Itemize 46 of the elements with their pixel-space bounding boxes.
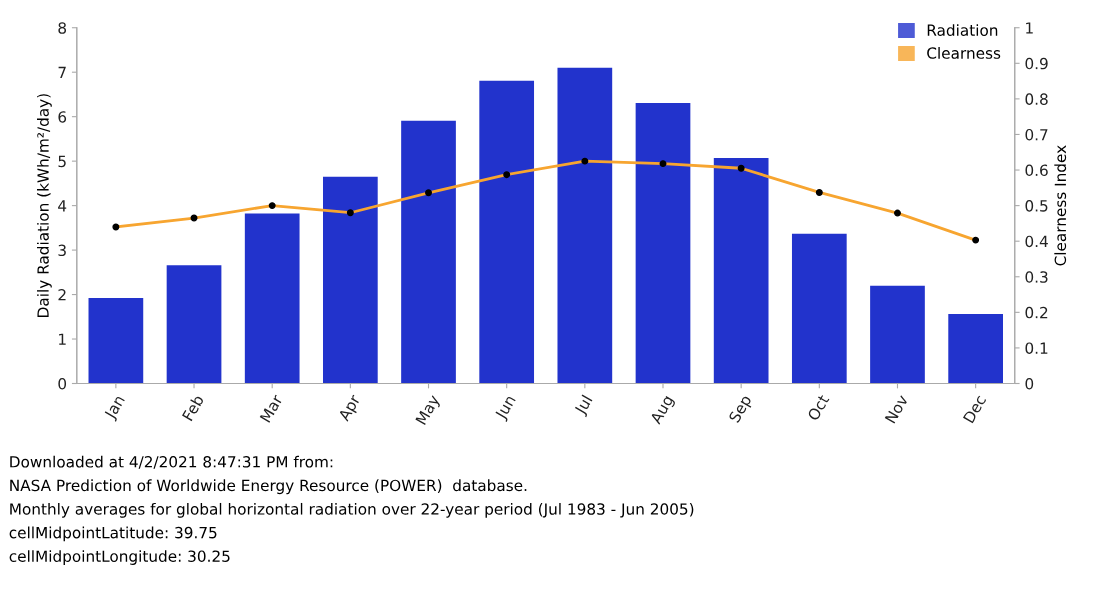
legend-label: Clearness: [927, 47, 1001, 59]
bar: [401, 120, 456, 384]
y-tick-label: 5: [58, 155, 66, 168]
y2-tick-label: 0.3: [1025, 271, 1048, 283]
y2-tick-label: 0.4: [1025, 235, 1048, 248]
y2-tick-label: 0: [1025, 377, 1034, 390]
bar: [713, 158, 769, 384]
y2-tick-label: 1: [1026, 22, 1033, 34]
y-axis-title: Daily Radiation (kWh/m²/day): [37, 94, 52, 317]
bar: [244, 213, 300, 384]
y2-tick-label: 0.8: [1025, 93, 1048, 105]
y2-tick-label: 0.9: [1025, 57, 1048, 70]
bar: [88, 298, 144, 384]
x-tick-label: Jan: [103, 394, 128, 422]
bar: [635, 102, 691, 384]
y-tick-label: 8: [58, 22, 67, 34]
y2-tick-label: 0.1: [1025, 342, 1048, 354]
x-tick-label: Oct: [806, 393, 830, 422]
legend-label: Radiation: [927, 24, 998, 36]
x-tick-label: Jun: [494, 394, 519, 422]
y-tick-label: 7: [58, 66, 66, 79]
bar: [870, 285, 925, 384]
bar: [479, 80, 535, 384]
y-tick-label: 2: [58, 289, 66, 301]
y-tick-label: 6: [58, 111, 67, 123]
y2-tick-label: 0.5: [1025, 200, 1048, 212]
text: cellMidpointLatitude: 39.75: [9, 526, 217, 542]
bar: [791, 233, 847, 384]
x-tick-label: Jul: [573, 394, 596, 418]
bar: [948, 314, 1003, 384]
y2-tick-label: 0.2: [1025, 306, 1048, 319]
bar: [166, 265, 222, 384]
y2-tick-label: 0.7: [1025, 128, 1048, 141]
text: NASA Prediction of Worldwide Energy Resource (POWER) database.: [10, 479, 527, 495]
y2-tick-label: 0.6: [1025, 164, 1048, 177]
text: cellMidpointLongitude: 30.25: [9, 550, 230, 565]
y-tick-label: 4: [58, 200, 67, 212]
text: Downloaded at 4/2/2021 8:47:31 PM from:: [10, 455, 333, 469]
y-tick-label: 1: [59, 333, 66, 345]
y-tick-label: 3: [58, 244, 66, 257]
x-tick-label: Feb: [181, 393, 205, 422]
bar: [323, 176, 378, 384]
text: Monthly averages for global horizontal radiation over 22-year period (Jul 1983 - Jun 2005): [10, 502, 694, 518]
y2-axis-title: Clearness Index: [1054, 145, 1067, 266]
bar: [557, 67, 613, 384]
y-tick-label: 0: [58, 377, 67, 390]
